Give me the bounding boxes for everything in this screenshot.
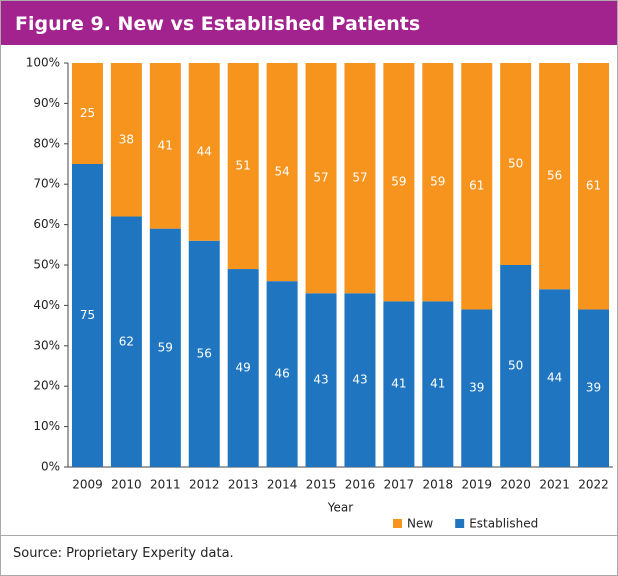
data-label: 59: [158, 340, 173, 354]
bar-segment: [71, 164, 103, 467]
bar-segment: [344, 293, 376, 467]
data-label: 62: [119, 334, 134, 348]
legend-swatch: [455, 519, 465, 528]
data-label: 51: [236, 159, 251, 173]
bar-segment: [422, 63, 454, 302]
data-label: 56: [547, 169, 562, 183]
x-tick-label: 2013: [228, 478, 259, 492]
y-tick-label: 100%: [26, 56, 60, 70]
y-tick-label: 10%: [33, 419, 60, 433]
chart-title: Figure 9. New vs Established Patients: [1, 1, 617, 45]
legend-swatch: [393, 519, 402, 528]
bar-segment: [500, 265, 532, 467]
data-label: 44: [547, 371, 562, 385]
legend-label: New: [407, 517, 433, 531]
bar-segment: [578, 63, 610, 310]
bar-segment: [500, 63, 532, 265]
x-tick-label: 2015: [306, 478, 337, 492]
y-tick-label: 50%: [33, 258, 60, 272]
data-label: 50: [508, 157, 523, 171]
x-tick-label: 2011: [150, 478, 181, 492]
y-tick-label: 40%: [33, 298, 60, 312]
data-label: 38: [119, 132, 134, 146]
y-tick-label: 0%: [41, 460, 60, 474]
data-label: 41: [158, 138, 173, 152]
y-tick-label: 70%: [33, 177, 60, 191]
data-label: 25: [80, 106, 95, 120]
y-tick-label: 80%: [33, 136, 60, 150]
x-tick-label: 2021: [539, 478, 570, 492]
data-label: 50: [508, 359, 523, 373]
source-note: Source: Proprietary Experity data.: [1, 535, 617, 575]
data-label: 49: [236, 361, 251, 375]
data-label: 46: [274, 367, 289, 381]
data-label: 75: [80, 308, 95, 322]
data-label: 56: [197, 346, 212, 360]
data-label: 44: [197, 144, 212, 158]
data-label: 41: [430, 377, 445, 391]
bar-segment: [578, 309, 610, 467]
chart: 0% 10% 20% 30% 40% 50% 60% 70% 80% 90% 100% 2009 75 2…: [26, 56, 613, 531]
bar-segment: [188, 63, 220, 241]
bar-segment: [71, 63, 103, 164]
x-tick-label: 2017: [384, 478, 415, 492]
bar-segment: [461, 309, 493, 467]
data-label: 39: [469, 381, 484, 395]
y-tick-label: 90%: [33, 96, 60, 110]
data-label: 61: [469, 179, 484, 193]
x-tick-label: 2020: [500, 478, 531, 492]
bar-segment: [149, 228, 181, 467]
data-label: 61: [586, 179, 601, 193]
data-label: 43: [313, 373, 328, 387]
x-tick-label: 2019: [461, 478, 492, 492]
bar-segment: [539, 289, 571, 467]
y-tick-label: 60%: [33, 217, 60, 231]
bar-segment: [110, 216, 142, 467]
bar-segment: [188, 240, 220, 467]
data-label: 57: [352, 171, 367, 185]
data-label: 59: [430, 175, 445, 189]
data-label: 57: [313, 171, 328, 185]
bar-segment: [461, 63, 493, 310]
x-tick-label: 2012: [189, 478, 220, 492]
x-tick-label: 2009: [72, 478, 103, 492]
bar-segment: [110, 63, 142, 217]
x-tick-label: 2014: [267, 478, 298, 492]
bar-segment: [383, 63, 415, 302]
data-label: 54: [274, 165, 289, 179]
bar-segment: [305, 63, 337, 294]
bar-segment: [227, 269, 259, 467]
x-tick-label: 2018: [423, 478, 454, 492]
bar-segment: [266, 281, 298, 467]
bar-segment: [227, 63, 259, 270]
legend-label: Established: [469, 517, 538, 531]
y-tick-label: 30%: [33, 338, 60, 352]
bar-segment: [266, 63, 298, 282]
x-axis-title: Year: [327, 501, 353, 515]
y-tick-label: 20%: [33, 379, 60, 393]
data-label: 43: [352, 373, 367, 387]
x-tick-label: 2022: [578, 478, 609, 492]
data-label: 41: [391, 377, 406, 391]
x-tick-label: 2010: [111, 478, 142, 492]
data-label: 59: [391, 175, 406, 189]
bar-segment: [539, 63, 571, 290]
bar-segment: [305, 293, 337, 467]
bar-segment: [383, 301, 415, 467]
x-tick-label: 2016: [345, 478, 376, 492]
bar-segment: [149, 63, 181, 229]
bar-segment: [344, 63, 376, 294]
bar-segment: [422, 301, 454, 467]
data-label: 39: [586, 381, 601, 395]
